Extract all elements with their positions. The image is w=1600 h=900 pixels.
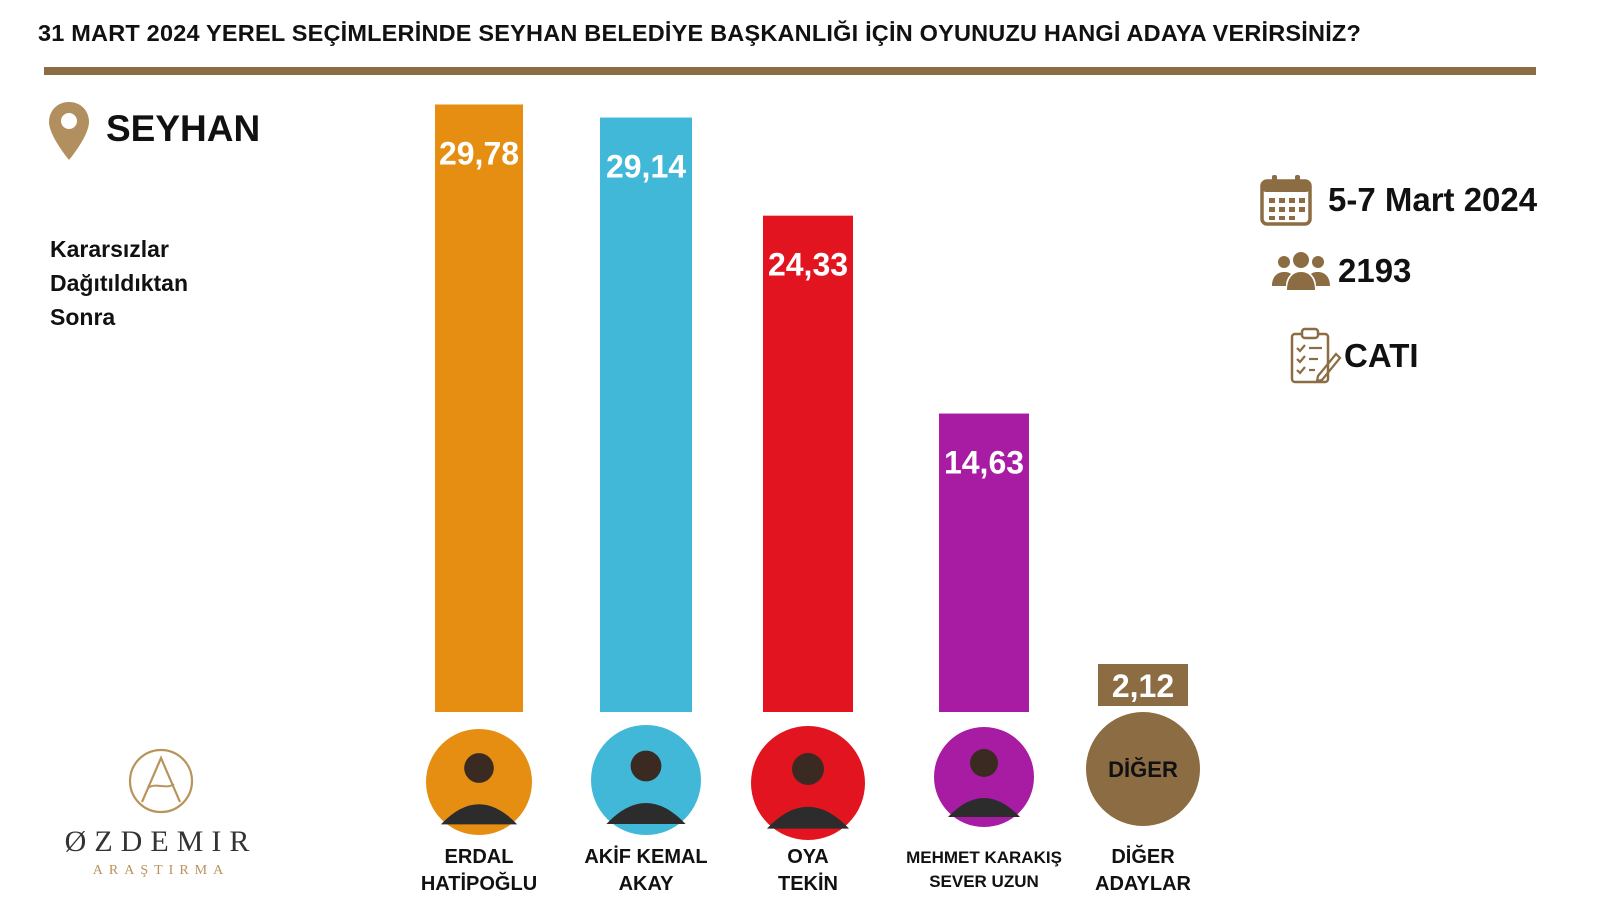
bar-value-label: 14,63: [944, 445, 1024, 481]
undecided-note: Kararsızlar Dağıtıldıktan Sonra: [50, 232, 188, 334]
location-pin-icon: [49, 102, 89, 160]
candidate-name: DİĞER: [1111, 844, 1175, 868]
bar: [1098, 664, 1188, 706]
bar-value-label: 29,78: [439, 135, 519, 171]
note-line: Dağıtıldıktan: [50, 270, 189, 296]
candidate-name: TEKİN: [778, 872, 838, 895]
logo-emblem: [128, 748, 194, 814]
survey-method: CATI: [1288, 326, 1419, 386]
person-head: [464, 753, 494, 783]
bar-value-label: 29,14: [606, 149, 686, 185]
note-line: Sonra: [50, 304, 116, 330]
bar-value-label: 2,12: [1112, 668, 1174, 704]
candidate-name: OYA: [787, 846, 829, 868]
person-body: [766, 806, 850, 829]
chart-title: 31 MART 2024 YEREL SEÇİMLERİNDE SEYHAN B…: [38, 20, 1362, 46]
person-body: [440, 804, 518, 825]
candidate-avatar: [934, 727, 1034, 827]
candidate-name: AKAY: [619, 873, 674, 895]
calendar-icon: [1260, 175, 1312, 226]
bar: [600, 117, 692, 712]
title-divider: [44, 67, 1536, 75]
person-head: [970, 749, 998, 777]
person-body: [606, 803, 686, 824]
sample-size: 2193: [1272, 250, 1411, 292]
candidate-avatar: DİĞER: [1086, 712, 1200, 826]
candidate-name: ADAYLAR: [1095, 873, 1191, 895]
sample-size-text: 2193: [1338, 252, 1412, 289]
bar: [939, 413, 1029, 712]
candidate-avatar: [426, 729, 532, 835]
bar-value-label: 24,33: [768, 247, 848, 283]
candidate-name: AKİF KEMAL: [584, 845, 707, 868]
survey-method-text: CATI: [1344, 337, 1419, 374]
logo-name: ØZDEMIR: [64, 825, 258, 858]
person-body: [948, 798, 1020, 817]
candidate-name: SEVER UZUN: [929, 872, 1039, 891]
avatar-label: DİĞER: [1108, 757, 1178, 782]
company-logo: ØZDEMIR ARAŞTIRMA: [56, 746, 266, 879]
person-head: [630, 750, 662, 782]
clipboard-checklist-icon: [1290, 327, 1342, 384]
logo-subtitle: ARAŞTIRMA: [92, 863, 230, 878]
bar: [763, 215, 853, 712]
candidate-name: ERDAL: [445, 846, 514, 868]
people-group-icon: [1272, 252, 1330, 290]
candidate-avatar: [751, 726, 865, 840]
person-head: [792, 753, 824, 785]
candidate-name: MEHMET KARAKIŞ: [906, 848, 1062, 867]
survey-date: 5-7 Mart 2024: [1258, 172, 1537, 228]
candidate-avatar: [591, 725, 701, 835]
bar: [435, 104, 523, 713]
note-line: Kararsızlar: [50, 236, 169, 262]
survey-date-text: 5-7 Mart 2024: [1328, 181, 1538, 218]
region-name: SEYHAN: [106, 108, 261, 149]
candidate-name: HATİPOĞLU: [421, 871, 537, 895]
